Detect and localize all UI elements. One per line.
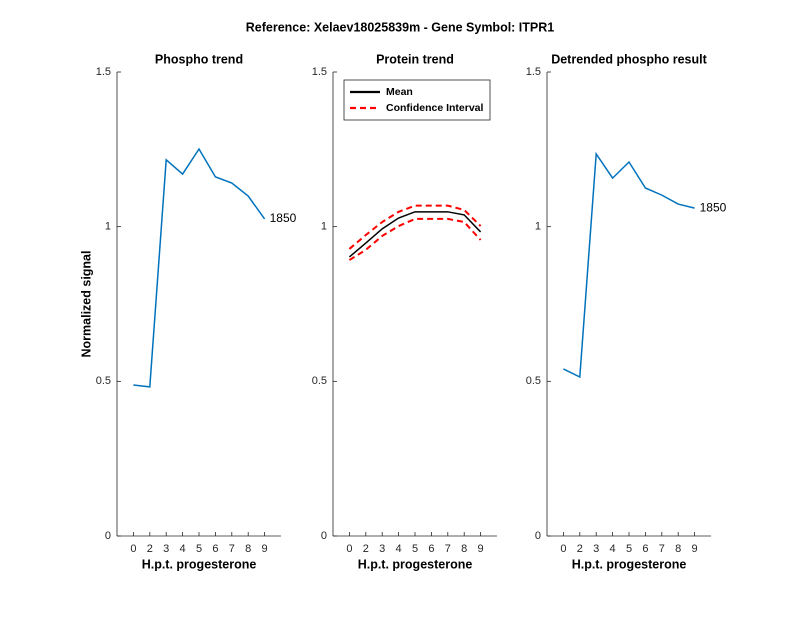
x-tick-label: 3 bbox=[379, 543, 385, 555]
x-tick-label: 8 bbox=[461, 543, 467, 555]
y-tick-label: 1 bbox=[321, 221, 327, 233]
y-tick-label: 1.5 bbox=[312, 66, 327, 78]
y-tick-label: 1.5 bbox=[526, 66, 541, 78]
x-tick-label: 8 bbox=[245, 543, 251, 555]
x-tick-label: 5 bbox=[412, 543, 418, 555]
x-tick-label: 9 bbox=[262, 543, 268, 555]
legend-label: Mean bbox=[386, 86, 413, 98]
x-tick-label: 2 bbox=[147, 543, 153, 555]
x-tick-label: 5 bbox=[196, 543, 202, 555]
x-axis-label: H.p.t. progesterone bbox=[572, 557, 687, 571]
data-line bbox=[133, 147, 266, 388]
x-tick-label: 6 bbox=[428, 543, 434, 555]
x-tick-label: 7 bbox=[229, 543, 235, 555]
x-tick-label: 6 bbox=[212, 543, 218, 555]
y-tick-label: 0 bbox=[321, 530, 327, 542]
chart-title: Protein trend bbox=[376, 52, 454, 66]
x-tick-label: 4 bbox=[396, 543, 402, 555]
ci-lower bbox=[348, 217, 482, 261]
ci-upper bbox=[348, 204, 482, 250]
y-tick-label: 1 bbox=[535, 221, 541, 233]
annotation: 1850 bbox=[270, 211, 297, 225]
x-tick-label: 5 bbox=[626, 543, 632, 555]
x-tick-label: 0 bbox=[560, 543, 566, 555]
x-tick-label: 9 bbox=[692, 543, 698, 555]
y-tick-label: 0 bbox=[105, 530, 111, 542]
x-tick-label: 0 bbox=[346, 543, 352, 555]
y-axis-label: Normalized signal bbox=[79, 251, 93, 358]
x-tick-label: 2 bbox=[363, 543, 369, 555]
y-tick-label: 1 bbox=[105, 221, 111, 233]
annotation: 1850 bbox=[700, 200, 727, 214]
legend-label: Confidence Interval bbox=[386, 102, 484, 114]
x-tick-label: 7 bbox=[445, 543, 451, 555]
figure-title: Reference: Xelaev18025839m - Gene Symbol… bbox=[246, 20, 555, 34]
y-tick-label: 0.5 bbox=[96, 375, 111, 387]
data-line bbox=[563, 151, 695, 379]
chart-title: Phospho trend bbox=[155, 52, 243, 66]
x-tick-label: 6 bbox=[642, 543, 648, 555]
x-tick-label: 9 bbox=[478, 543, 484, 555]
x-tick-label: 8 bbox=[675, 543, 681, 555]
x-tick-label: 3 bbox=[163, 543, 169, 555]
x-axis-label: H.p.t. progesterone bbox=[358, 557, 473, 571]
legend-box bbox=[343, 79, 491, 121]
x-axis-label: H.p.t. progesterone bbox=[142, 557, 257, 571]
x-tick-label: 4 bbox=[180, 543, 186, 555]
data-line bbox=[348, 211, 482, 258]
y-tick-label: 1.5 bbox=[96, 66, 111, 78]
y-tick-label: 0 bbox=[535, 530, 541, 542]
chart-title: Detrended phospho result bbox=[551, 52, 707, 66]
x-tick-label: 2 bbox=[577, 543, 583, 555]
y-tick-label: 0.5 bbox=[526, 375, 541, 387]
x-tick-label: 7 bbox=[659, 543, 665, 555]
x-tick-label: 4 bbox=[610, 543, 616, 555]
y-tick-label: 0.5 bbox=[312, 375, 327, 387]
x-tick-label: 3 bbox=[593, 543, 599, 555]
x-tick-label: 0 bbox=[130, 543, 136, 555]
